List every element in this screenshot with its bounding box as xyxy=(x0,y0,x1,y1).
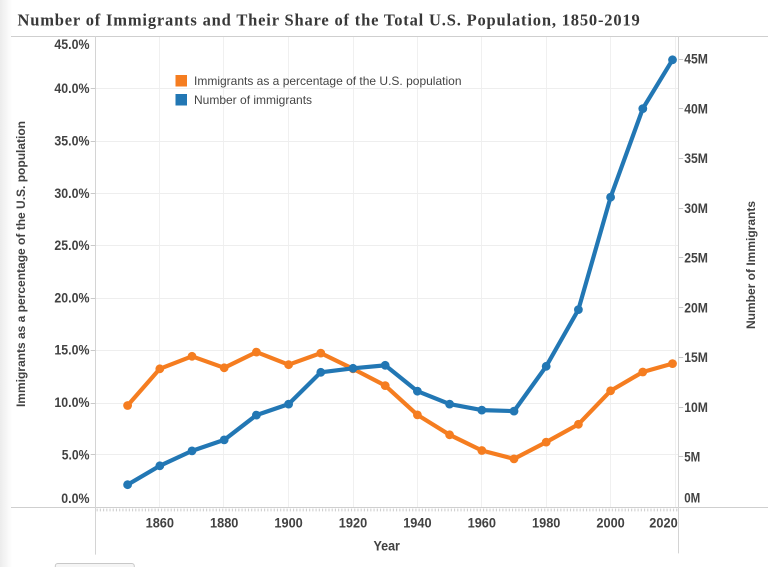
svg-text:1880: 1880 xyxy=(210,515,239,530)
svg-text:30.0%: 30.0% xyxy=(54,186,89,201)
svg-text:10.0%: 10.0% xyxy=(54,395,89,410)
svg-text:15.0%: 15.0% xyxy=(54,343,89,358)
svg-text:15M: 15M xyxy=(684,350,708,365)
svg-text:30M: 30M xyxy=(684,201,708,216)
svg-text:5.0%: 5.0% xyxy=(62,447,90,462)
svg-text:10M: 10M xyxy=(684,400,708,415)
svg-text:0M: 0M xyxy=(684,491,700,506)
svg-text:Immigrants as a percentage of: Immigrants as a percentage of the U.S. p… xyxy=(194,74,462,88)
svg-text:0.0%: 0.0% xyxy=(61,491,89,506)
svg-text:20M: 20M xyxy=(684,300,708,315)
svg-text:Immigrants as a percentage of: Immigrants as a percentage of the U.S. p… xyxy=(14,121,28,407)
svg-text:Number of immigrants: Number of immigrants xyxy=(194,93,312,107)
svg-text:1860: 1860 xyxy=(146,515,175,530)
svg-text:45.0%: 45.0% xyxy=(54,37,89,52)
svg-text:20.0%: 20.0% xyxy=(54,290,89,305)
svg-text:Number of Immigrants: Number of Immigrants xyxy=(744,201,758,329)
svg-text:5M: 5M xyxy=(684,450,700,465)
svg-text:45M: 45M xyxy=(684,52,708,67)
svg-text:1960: 1960 xyxy=(468,515,497,530)
svg-text:1920: 1920 xyxy=(339,515,368,530)
svg-text:25.0%: 25.0% xyxy=(54,238,89,253)
svg-text:40.0%: 40.0% xyxy=(54,81,89,96)
svg-text:35M: 35M xyxy=(684,151,708,166)
svg-text:2000: 2000 xyxy=(596,515,625,530)
svg-text:1940: 1940 xyxy=(403,515,432,530)
svg-text:1900: 1900 xyxy=(274,515,303,530)
svg-text:1980: 1980 xyxy=(532,515,561,530)
svg-text:Number of Immigrants and Their: Number of Immigrants and Their Share of … xyxy=(18,10,641,29)
svg-text:40M: 40M xyxy=(684,101,708,116)
svg-text:25M: 25M xyxy=(684,251,708,266)
svg-text:35.0%: 35.0% xyxy=(54,134,89,149)
svg-text:2020: 2020 xyxy=(649,515,678,530)
svg-text:Year: Year xyxy=(373,539,400,554)
